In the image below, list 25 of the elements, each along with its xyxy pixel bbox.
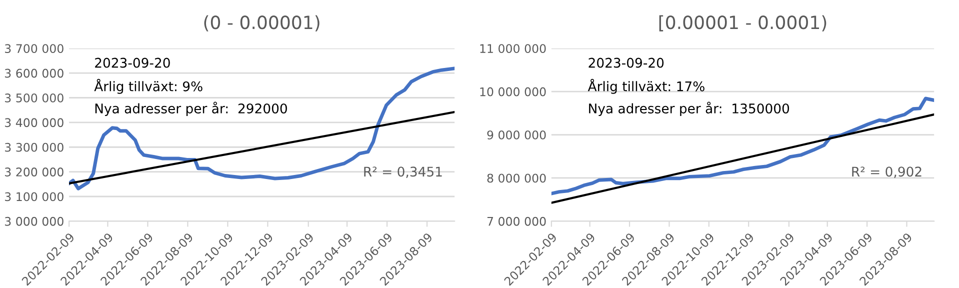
y-tick-label: 8 000 000 (487, 174, 546, 183)
annotation: Årlig tillväxt: 9% (94, 78, 202, 94)
y-tick-label: 3 500 000 (5, 93, 64, 102)
y-tick-label: 3 200 000 (5, 168, 64, 176)
y-tick-label: 7 000 000 (487, 216, 546, 226)
annotation: Årlig tillväxt: 17% (588, 78, 704, 94)
y-tick-label: 3 400 000 (5, 118, 64, 128)
annotation: R² = 0,3451 (364, 166, 442, 178)
annotation: Nya adresser per år: 292000 (95, 102, 287, 116)
annotation: Nya adresser per år: 1350000 (589, 102, 790, 116)
y-tick-label: 10 000 000 (480, 87, 546, 96)
line-series (69, 66, 455, 190)
annotation: R² = 0,902 (852, 166, 922, 178)
y-tick-label: 3 300 000 (5, 142, 64, 152)
chart-title: [0.00001 - 0.0001) (659, 15, 826, 32)
chart-title: (0 - 0.00001) (204, 15, 320, 32)
line-series (551, 96, 934, 196)
y-tick-label: 3 000 000 (5, 216, 64, 226)
y-tick-label: 9 000 000 (487, 130, 546, 140)
annotation: 2023-09-20 (95, 58, 170, 68)
y-tick-label: 3 700 000 (5, 44, 64, 54)
y-tick-label: 11 000 000 (480, 44, 546, 54)
y-tick-label: 3 100 000 (5, 192, 64, 202)
annotation: 2023-09-20 (588, 58, 664, 68)
y-tick-label: 3 600 000 (5, 68, 64, 78)
